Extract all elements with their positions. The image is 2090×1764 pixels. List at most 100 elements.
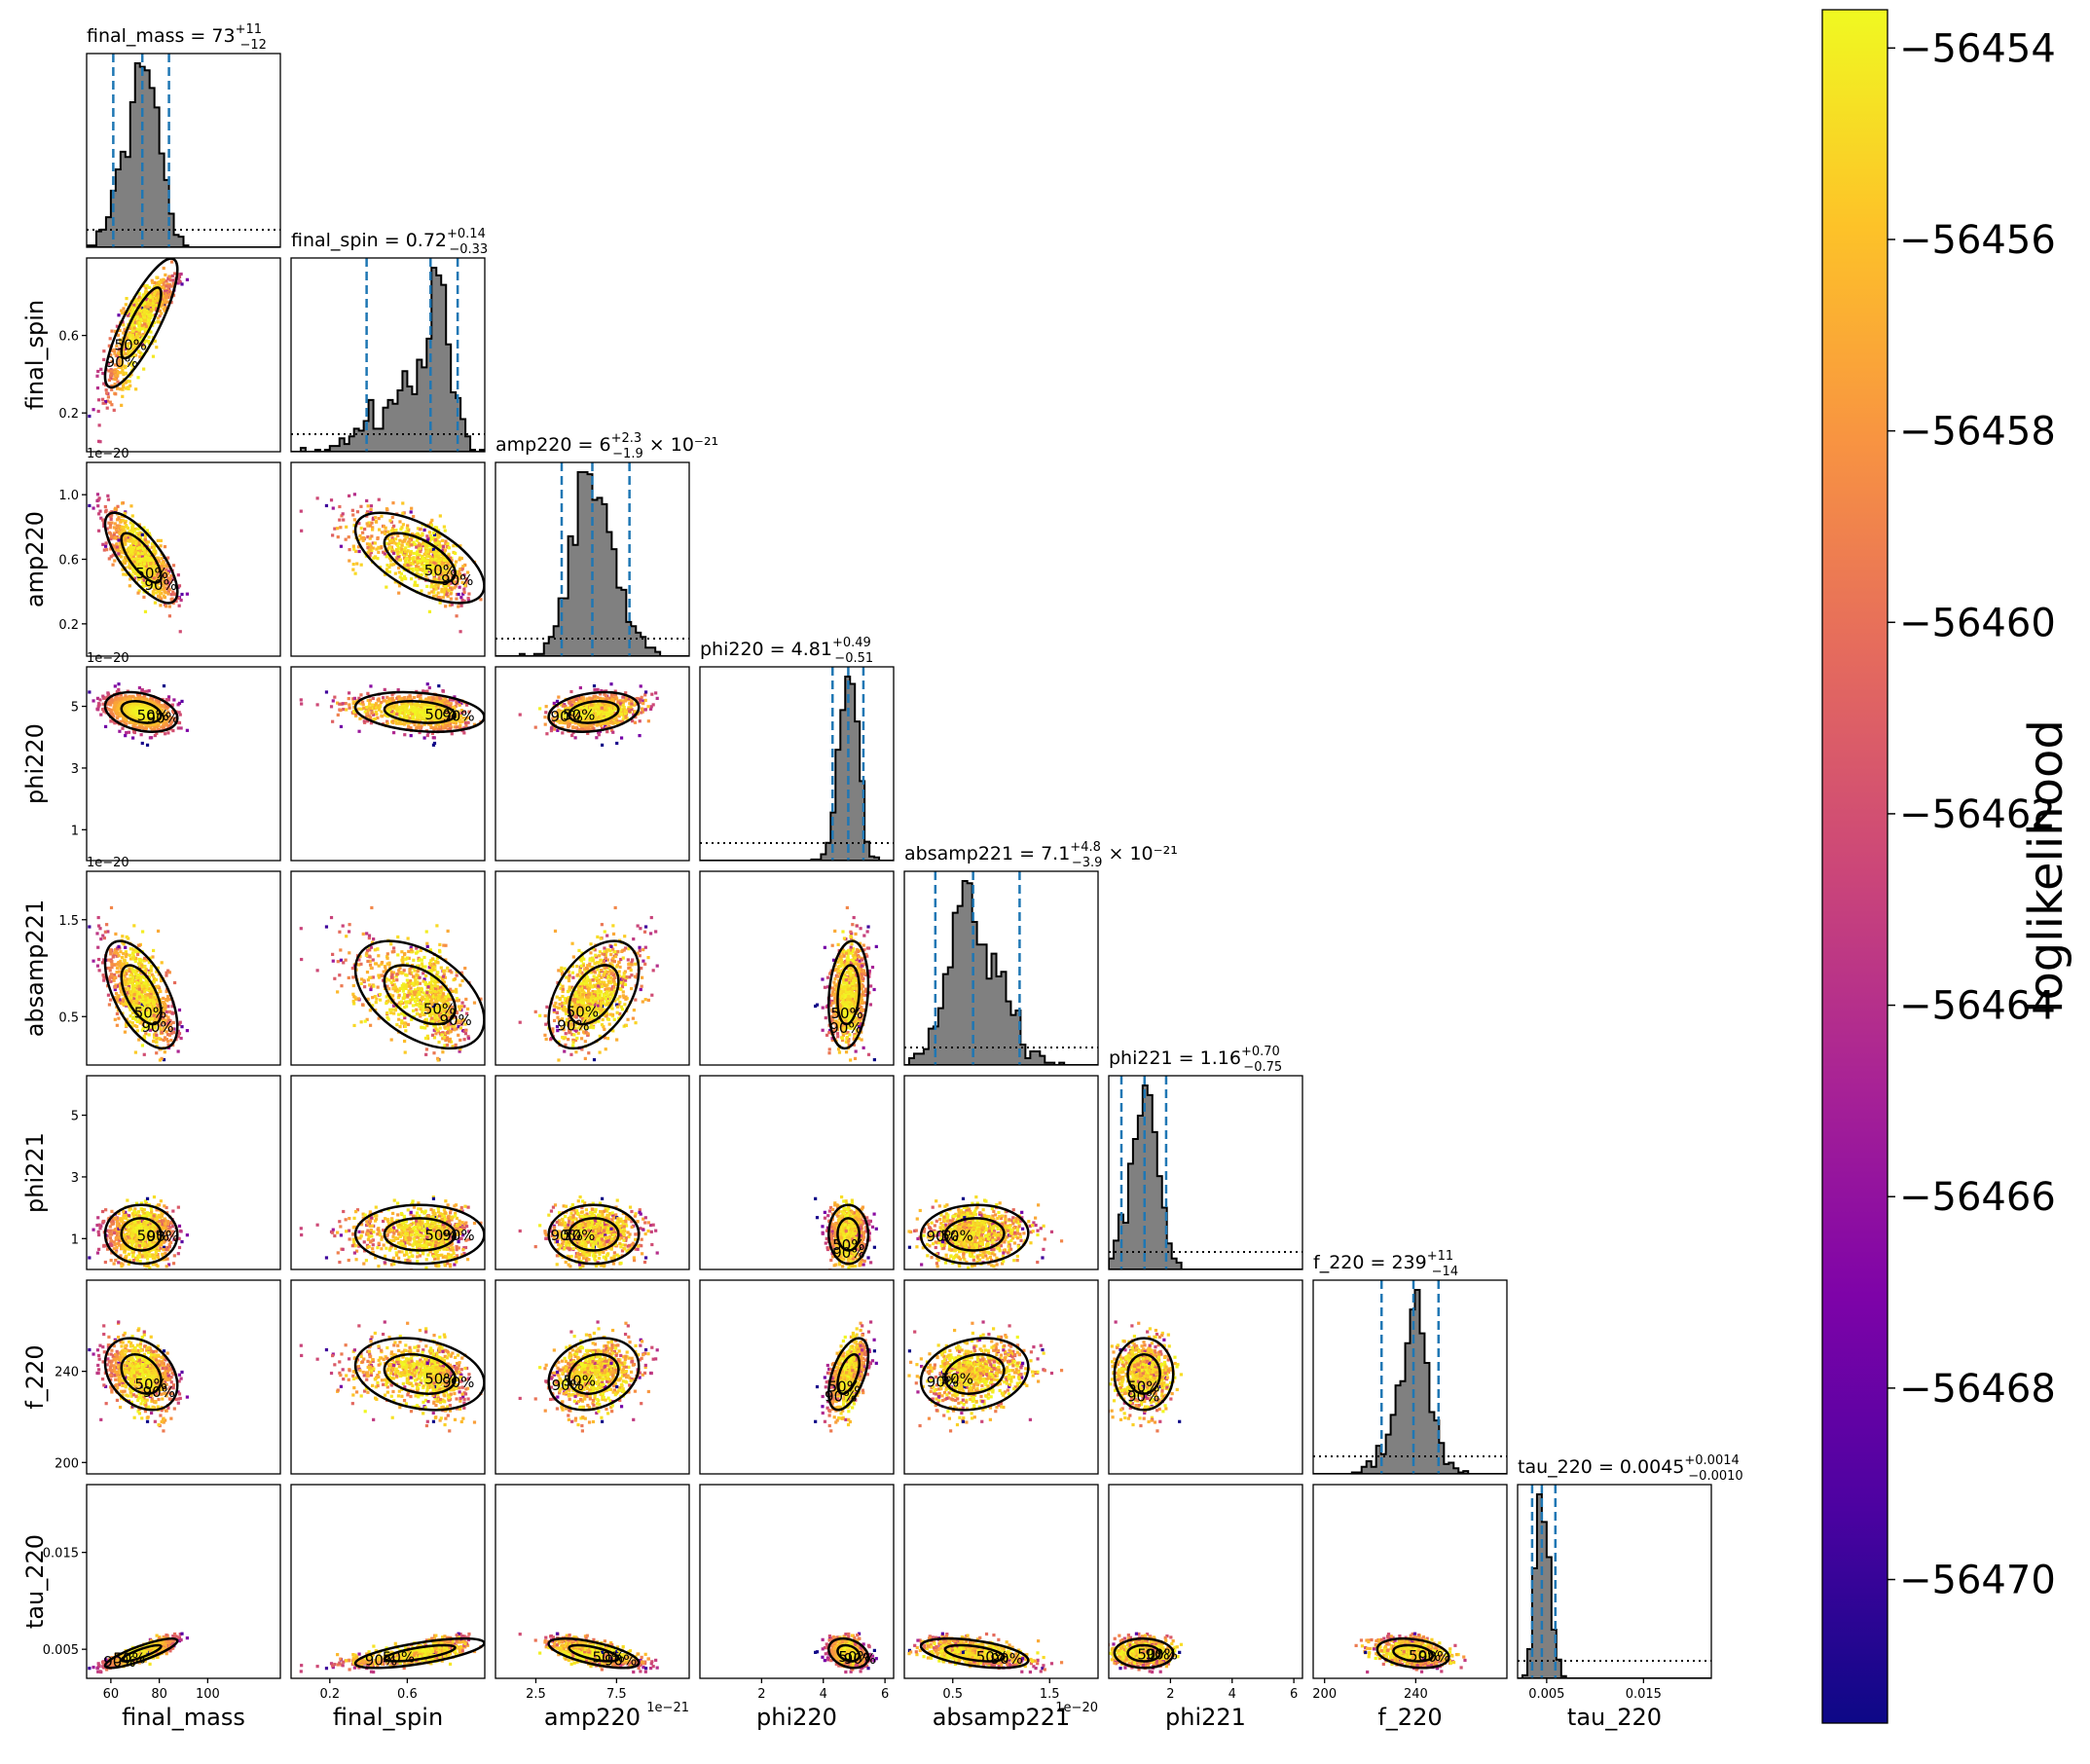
sample-point [454,721,458,725]
sample-point [410,543,414,547]
sample-point [140,725,144,729]
sample-point [431,594,436,598]
sample-point [405,703,409,708]
sample-point [351,513,355,517]
sample-point [365,707,369,711]
sample-point [391,501,395,505]
sample-point [171,281,175,285]
sample-point [422,543,425,548]
sample-point [376,716,380,719]
sample-point [185,592,189,596]
sample-point [147,318,151,322]
sample-point [433,557,438,561]
sample-point [125,347,128,351]
sample-point [138,314,143,318]
sample-point [430,719,434,723]
sample-point [134,557,139,561]
sample-point [372,516,376,520]
sample-point [455,580,458,584]
sample-point [153,544,157,548]
sample-point [377,497,381,501]
sample-point [179,272,183,276]
sample-point [172,717,176,721]
sample-point [374,516,378,520]
sample-point [147,707,151,711]
sample-point [365,514,369,518]
sample-point [422,722,426,726]
sample-point [433,552,437,556]
sample-point [176,273,180,276]
sample-point [407,724,411,728]
sample-point [128,336,131,340]
sample-point [395,557,399,561]
sample-point [376,535,380,540]
sample-point [133,541,138,545]
sample-point [139,317,143,321]
sample-point [115,353,120,357]
sample-point [649,705,653,709]
sample-point [143,706,147,710]
sample-point [113,506,118,510]
sample-point [458,703,461,707]
sample-point [128,544,133,548]
sample-point [357,696,361,700]
sample-point [155,281,160,285]
sample-point [451,717,456,721]
sample-point [121,701,126,705]
sample-point [106,494,110,497]
sample-point [124,558,128,562]
sample-point [425,550,429,554]
sample-point [109,534,114,538]
sample-point [393,719,397,723]
panel-frame [290,257,486,453]
sample-point [138,324,142,328]
sample-point [141,567,146,571]
sample-point [363,710,367,714]
sample-point [105,406,109,410]
sample-point [133,317,137,321]
sample-point [116,380,120,384]
sample-point [622,714,626,717]
sample-point [131,541,135,545]
sample-point [128,326,131,331]
sample-point [131,308,135,312]
sample-point [391,538,395,542]
sample-point [423,572,428,576]
sample-point [105,399,110,403]
sample-point [339,708,343,713]
sample-point [147,709,151,713]
sample-point [128,695,131,700]
sample-point [162,307,166,311]
sample-point [365,498,369,503]
sample-point [104,696,108,701]
sample-point [167,587,171,592]
sample-point [167,614,171,618]
sample-point [165,571,169,575]
sample-point [113,532,117,535]
sample-point [88,414,92,419]
sample-point [442,525,446,529]
sample-point [144,564,148,569]
sample-point [417,547,421,551]
sample-point [404,576,408,581]
sample-point [440,562,444,566]
sample-point [110,387,114,391]
sample-point [145,581,150,585]
sample-point [157,711,162,715]
contour-90pct [103,258,179,389]
sample-point [386,705,390,709]
sample-point [405,542,409,546]
sample-point [366,715,370,718]
sample-point [138,355,142,359]
sample-point [405,720,409,725]
sample-point [385,536,389,540]
sample-point [464,580,468,584]
sample-point [425,555,429,559]
sample-point [412,706,416,710]
sample-point [148,321,152,325]
contour-90pct [353,511,485,605]
sample-point [119,343,123,347]
sample-point [151,583,155,587]
sample-point [352,705,356,710]
